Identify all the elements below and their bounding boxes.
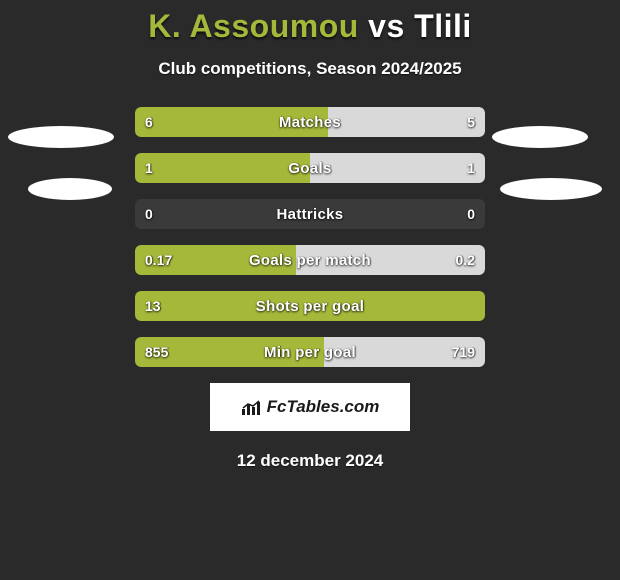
stat-row: 65Matches [135,107,485,137]
stat-label: Goals [135,160,485,177]
comparison-card: K. Assoumou vs Tlili Club competitions, … [0,0,620,580]
chart-icon [241,399,263,415]
vs-text: vs [368,8,405,44]
stat-label: Shots per goal [135,298,485,315]
stat-label: Matches [135,114,485,131]
decorative-ellipse [500,178,602,200]
stats-rows: 65Matches 11Goals 00Hattricks 0.170.2Goals … [135,107,485,367]
stat-row: 855719Min per goal [135,337,485,367]
brand-box: FcTables.com [210,383,410,431]
decorative-ellipse [492,126,588,148]
title: K. Assoumou vs Tlili [0,0,620,45]
stat-row: 13Shots per goal [135,291,485,321]
decorative-ellipse [8,126,114,148]
brand: FcTables.com [241,397,380,417]
player1-name: K. Assoumou [148,8,359,44]
player2-name: Tlili [414,8,472,44]
date: 12 december 2024 [0,451,620,471]
stat-label: Goals per match [135,252,485,269]
stat-label: Hattricks [135,206,485,223]
brand-text: FcTables.com [267,397,380,417]
decorative-ellipse [28,178,112,200]
stat-row: 00Hattricks [135,199,485,229]
stat-row: 11Goals [135,153,485,183]
subtitle: Club competitions, Season 2024/2025 [0,59,620,79]
stat-row: 0.170.2Goals per match [135,245,485,275]
stat-label: Min per goal [135,344,485,361]
